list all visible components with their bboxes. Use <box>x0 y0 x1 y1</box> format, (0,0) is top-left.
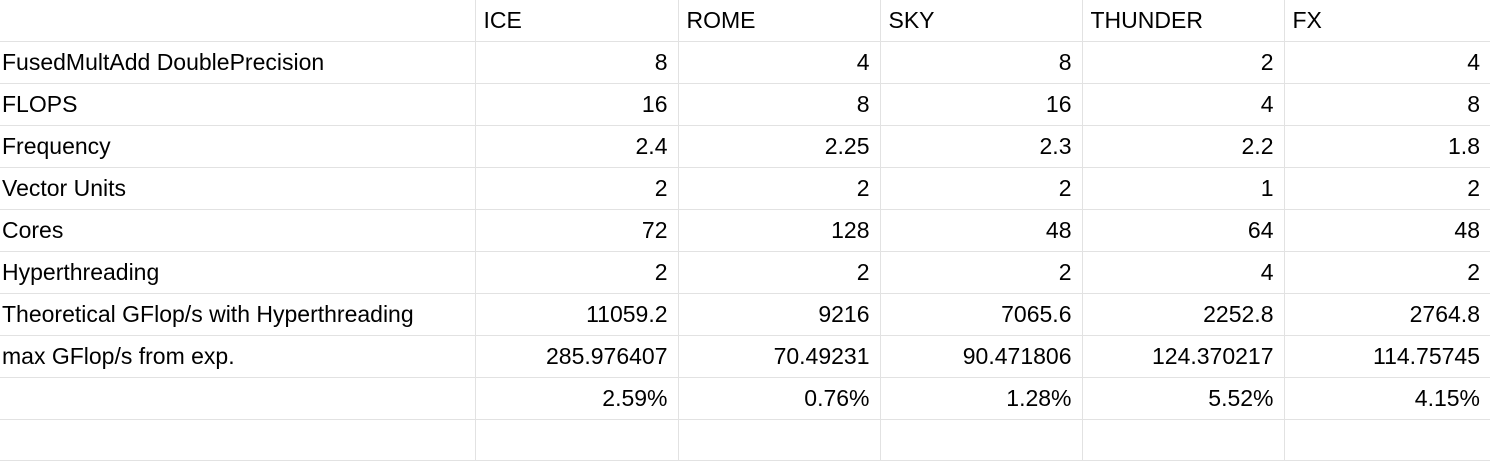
value-cell[interactable]: 8 <box>880 41 1083 84</box>
value-cell[interactable]: 4 <box>1284 41 1490 84</box>
value-cell[interactable]: 2.2 <box>1082 125 1285 168</box>
value-cell[interactable]: 8 <box>678 83 881 126</box>
table-row: Hyperthreading 2 2 2 4 2 <box>0 251 1490 294</box>
value-cell[interactable]: 2 <box>1284 251 1490 294</box>
row-label-cell[interactable]: max GFlop/s from exp. <box>0 335 476 378</box>
value-cell[interactable]: 48 <box>1284 209 1490 252</box>
header-cell-thunder[interactable]: THUNDER <box>1082 0 1285 42</box>
row-label-cell[interactable]: Cores <box>0 209 476 252</box>
value-cell[interactable]: 128 <box>678 209 881 252</box>
table-row: FLOPS 16 8 16 4 8 <box>0 83 1490 126</box>
value-cell[interactable]: 4 <box>1082 251 1285 294</box>
empty-cell[interactable] <box>1284 419 1490 461</box>
header-cell-sky[interactable]: SKY <box>880 0 1083 42</box>
table-row <box>0 419 1490 461</box>
value-cell[interactable]: 4 <box>1082 83 1285 126</box>
table-row: Cores 72 128 48 64 48 <box>0 209 1490 252</box>
table-row: Vector Units 2 2 2 1 2 <box>0 167 1490 210</box>
header-cell-ice[interactable]: ICE <box>475 0 679 42</box>
table-row: max GFlop/s from exp. 285.976407 70.4923… <box>0 335 1490 378</box>
row-label-cell[interactable]: Frequency <box>0 125 476 168</box>
value-cell[interactable]: 2 <box>678 167 881 210</box>
value-cell[interactable]: 2 <box>678 251 881 294</box>
header-cell-blank[interactable] <box>0 0 476 42</box>
value-cell[interactable]: 5.52% <box>1082 377 1285 420</box>
row-label-cell[interactable]: Vector Units <box>0 167 476 210</box>
row-label-cell[interactable]: Hyperthreading <box>0 251 476 294</box>
value-cell[interactable]: 90.471806 <box>880 335 1083 378</box>
row-label-cell[interactable]: FusedMultAdd DoublePrecision <box>0 41 476 84</box>
empty-cell[interactable] <box>678 419 881 461</box>
value-cell[interactable]: 16 <box>880 83 1083 126</box>
value-cell[interactable]: 285.976407 <box>475 335 679 378</box>
value-cell[interactable]: 7065.6 <box>880 293 1083 336</box>
row-label-cell[interactable] <box>0 377 476 420</box>
value-cell[interactable]: 1.28% <box>880 377 1083 420</box>
value-cell[interactable]: 0.76% <box>678 377 881 420</box>
value-cell[interactable]: 2 <box>475 251 679 294</box>
table-row: Frequency 2.4 2.25 2.3 2.2 1.8 <box>0 125 1490 168</box>
value-cell[interactable]: 124.370217 <box>1082 335 1285 378</box>
empty-cell[interactable] <box>475 419 679 461</box>
value-cell[interactable]: 4 <box>678 41 881 84</box>
empty-cell[interactable] <box>880 419 1083 461</box>
empty-cell[interactable] <box>0 419 476 461</box>
value-cell[interactable]: 72 <box>475 209 679 252</box>
row-label-cell[interactable]: FLOPS <box>0 83 476 126</box>
value-cell[interactable]: 114.75745 <box>1284 335 1490 378</box>
value-cell[interactable]: 2.25 <box>678 125 881 168</box>
value-cell[interactable]: 64 <box>1082 209 1285 252</box>
value-cell[interactable]: 1.8 <box>1284 125 1490 168</box>
header-cell-rome[interactable]: ROME <box>678 0 881 42</box>
value-cell[interactable]: 2764.8 <box>1284 293 1490 336</box>
value-cell[interactable]: 8 <box>475 41 679 84</box>
value-cell[interactable]: 2 <box>475 167 679 210</box>
value-cell[interactable]: 9216 <box>678 293 881 336</box>
value-cell[interactable]: 2 <box>880 167 1083 210</box>
value-cell[interactable]: 70.49231 <box>678 335 881 378</box>
table-row: 2.59% 0.76% 1.28% 5.52% 4.15% <box>0 377 1490 420</box>
value-cell[interactable]: 2 <box>880 251 1083 294</box>
table-row: Theoretical GFlop/s with Hyperthreading … <box>0 293 1490 336</box>
header-cell-fx[interactable]: FX <box>1284 0 1490 42</box>
value-cell[interactable]: 2 <box>1082 41 1285 84</box>
header-row: ICE ROME SKY THUNDER FX <box>0 0 1490 42</box>
value-cell[interactable]: 2252.8 <box>1082 293 1285 336</box>
row-label-cell[interactable]: Theoretical GFlop/s with Hyperthreading <box>0 293 476 336</box>
value-cell[interactable]: 16 <box>475 83 679 126</box>
value-cell[interactable]: 2.59% <box>475 377 679 420</box>
value-cell[interactable]: 48 <box>880 209 1083 252</box>
value-cell[interactable]: 2 <box>1284 167 1490 210</box>
value-cell[interactable]: 8 <box>1284 83 1490 126</box>
value-cell[interactable]: 11059.2 <box>475 293 679 336</box>
value-cell[interactable]: 2.4 <box>475 125 679 168</box>
value-cell[interactable]: 2.3 <box>880 125 1083 168</box>
empty-cell[interactable] <box>1082 419 1285 461</box>
table-row: FusedMultAdd DoublePrecision 8 4 8 2 4 <box>0 41 1490 84</box>
value-cell[interactable]: 1 <box>1082 167 1285 210</box>
value-cell[interactable]: 4.15% <box>1284 377 1490 420</box>
